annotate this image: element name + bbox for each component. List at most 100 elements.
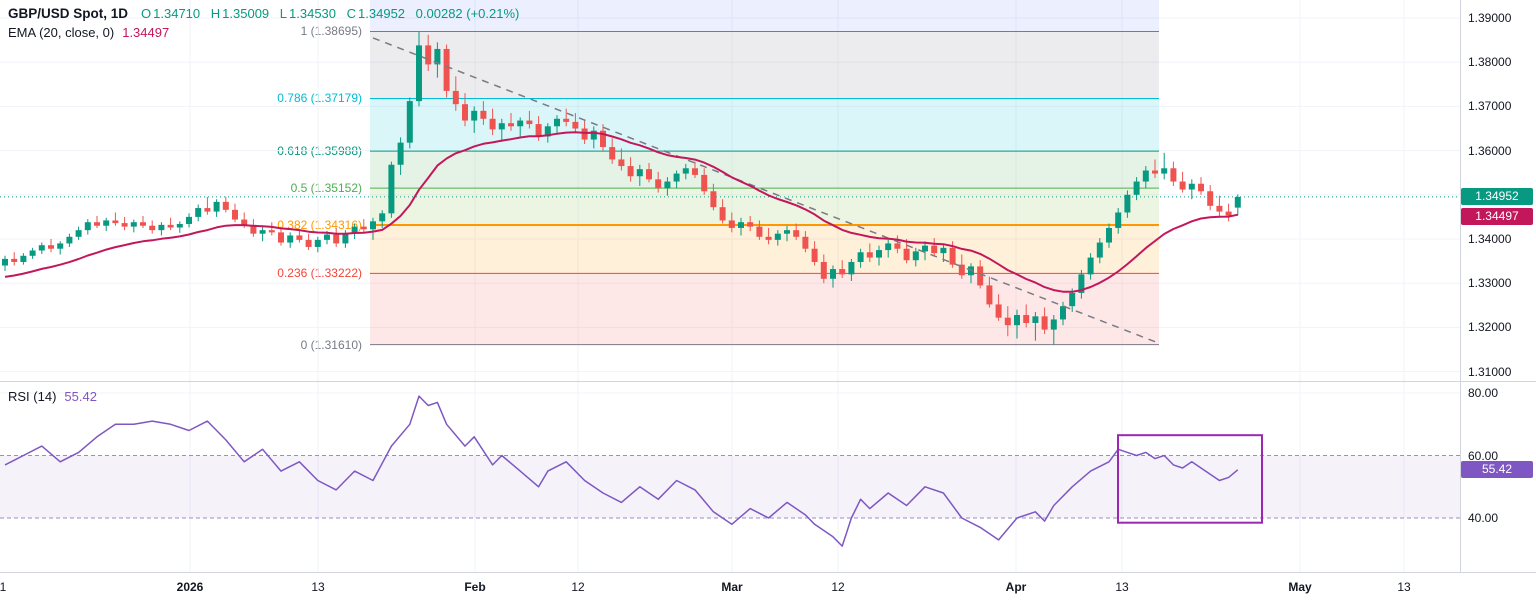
candle-body <box>498 123 505 130</box>
candle-body <box>646 169 652 180</box>
candle-body <box>406 101 413 143</box>
candle-body <box>186 216 192 224</box>
candle-body <box>176 223 183 228</box>
price-axis-label: 1.37000 <box>1468 99 1512 114</box>
candle-body <box>581 128 588 140</box>
ohlc-readout: O 1.34710 H 1.35009 L 1.34530 C 1.34952 0.00… <box>136 6 521 21</box>
candle-body <box>195 208 202 217</box>
candle-body <box>241 219 248 225</box>
candle-body <box>1198 183 1204 192</box>
candle-body <box>351 226 358 234</box>
candle-body <box>1124 194 1131 213</box>
candle-body <box>1170 168 1177 182</box>
ema-indicator-label[interactable]: EMA (20, close, 0) <box>8 25 115 40</box>
candle-body <box>324 234 330 240</box>
high-value: 1.35009 <box>222 6 270 21</box>
candle-body <box>342 233 349 244</box>
candle-body <box>29 250 36 256</box>
candle-body <box>425 45 432 65</box>
candle-body <box>747 222 754 227</box>
candle-body <box>462 104 468 121</box>
high-label: H <box>210 6 221 21</box>
candle-body <box>774 233 781 240</box>
candle-body <box>820 261 827 279</box>
candle-body <box>627 166 634 177</box>
candle-body <box>1096 242 1103 258</box>
candle-body <box>434 48 441 65</box>
fib-label: 1 (1.38695) <box>300 24 362 39</box>
candle-body <box>738 222 744 228</box>
candle-body <box>1060 306 1066 320</box>
rsi-indicator-header: RSI (14) 55.42 <box>8 389 97 404</box>
candle-body <box>94 222 100 226</box>
time-axis-label: Feb <box>464 580 486 594</box>
rsi-line <box>4 395 1239 547</box>
candle-body <box>572 121 579 129</box>
candle-body <box>1216 205 1223 212</box>
candle-body <box>830 269 836 279</box>
candle-body <box>1142 170 1149 182</box>
rsi-highlight-box[interactable] <box>1117 434 1263 524</box>
candle-body <box>701 174 708 192</box>
rsi-axis-label: 60.00 <box>1468 448 1499 463</box>
candle-body <box>655 179 662 189</box>
rsi-axis-label: 40.00 <box>1468 511 1499 525</box>
open-label: O <box>141 6 152 21</box>
candle-body <box>38 245 45 251</box>
candle-body <box>811 248 818 262</box>
rsi-indicator-label[interactable]: RSI (14) <box>8 389 57 404</box>
candle-body <box>204 208 211 212</box>
price-axis-label: 1.33000 <box>1468 276 1512 291</box>
candle-body <box>765 236 772 240</box>
candle-body <box>618 159 625 167</box>
candle-body <box>333 234 340 244</box>
candle-body <box>370 221 376 230</box>
price-axis-label: 1.32000 <box>1468 320 1512 335</box>
candle-body <box>213 201 220 212</box>
candle-body <box>471 110 478 121</box>
candle-body <box>839 269 846 275</box>
time-axis-label: 13 <box>1397 580 1411 594</box>
candle-body <box>719 207 726 221</box>
fib-label: 0.382 (1.34316) <box>277 218 362 233</box>
candle-body <box>848 261 855 275</box>
candlestick-layer <box>2 31 1241 345</box>
price-axis-label: 1.38000 <box>1468 55 1512 70</box>
candle-body <box>149 225 156 231</box>
low-value: 1.34530 <box>289 6 337 21</box>
candle-body <box>535 124 542 137</box>
fib-label: 0.618 (1.35988) <box>277 144 362 159</box>
price-axis-label: 1.39000 <box>1468 11 1512 25</box>
candle-body <box>876 250 882 258</box>
candle-body <box>1188 183 1195 190</box>
symbol-title[interactable]: GBP/USD Spot, 1D <box>8 6 129 21</box>
time-axis-label: 12 <box>831 580 845 594</box>
candle-body <box>940 247 947 254</box>
candle-body <box>1234 196 1241 208</box>
candle-body <box>1004 317 1011 326</box>
fib-label: 0.786 (1.37179) <box>277 91 362 106</box>
candle-body <box>885 243 892 251</box>
candle-body <box>84 222 91 231</box>
trendline-drawing[interactable] <box>372 37 1159 344</box>
candle-body <box>1041 316 1048 330</box>
price-axis-label: 1.36000 <box>1468 143 1512 158</box>
candle-body <box>140 222 146 226</box>
candle-body <box>544 126 551 137</box>
candle-body <box>931 245 938 254</box>
candle-body <box>167 224 174 228</box>
candle-body <box>949 247 956 265</box>
candle-body <box>158 224 165 231</box>
candle-body <box>664 181 671 189</box>
candle-body <box>103 220 110 226</box>
time-axis-label: 13 <box>311 580 325 594</box>
candle-body <box>517 120 524 127</box>
fib-retracement[interactable] <box>370 0 1159 346</box>
candle-body <box>590 130 597 140</box>
candle-body <box>1106 227 1112 243</box>
candle-body <box>1179 181 1186 190</box>
time-axis-label: Mar <box>721 580 743 594</box>
candle-body <box>986 285 993 305</box>
